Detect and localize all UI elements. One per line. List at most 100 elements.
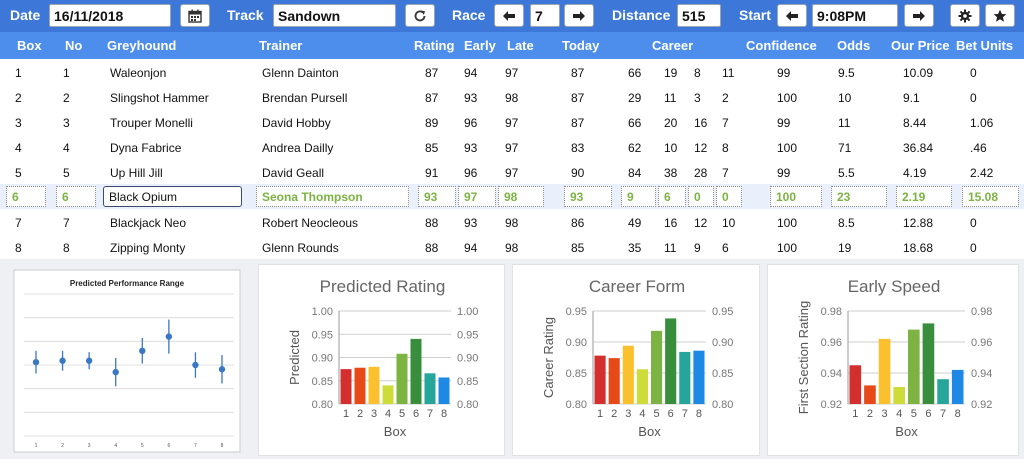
cell-career-starts[interactable]: 9 [621, 186, 656, 207]
cell-box[interactable]: 6 [6, 186, 46, 207]
cell-confidence[interactable]: 100 [770, 186, 822, 207]
cell-today: 87 [571, 66, 585, 80]
cell-our-price[interactable]: 2.19 [896, 186, 952, 207]
cell-odds[interactable]: 23 [831, 186, 887, 207]
col-header-rating[interactable]: Rating [414, 38, 455, 53]
cell-career-thirds: 6 [722, 241, 729, 255]
x-axis-title: Box [895, 424, 918, 439]
col-header-early[interactable]: Early [464, 38, 496, 53]
y-tick-label-left: 0.95 [566, 306, 587, 318]
cell-bet-units[interactable]: 15.08 [962, 186, 1019, 207]
cell-greyhound: Waleonjon [110, 66, 167, 80]
date-label: Date [10, 7, 41, 23]
cell-trainer: Glenn Rounds [262, 241, 339, 255]
refresh-button[interactable] [405, 4, 435, 27]
col-header-no[interactable]: No [65, 38, 83, 53]
cell-trainer: David Hobby [262, 116, 331, 130]
cell-greyhound: Blackjack Neo [110, 216, 187, 230]
col-header-our-price[interactable]: Our Price [891, 38, 950, 53]
date-input[interactable]: 16/11/2018 [49, 4, 171, 27]
settings-button[interactable] [950, 4, 980, 27]
data-point [192, 361, 199, 369]
x-tick-label: 1 [597, 408, 603, 420]
cell-greyhound-editor[interactable]: Black Opium [103, 186, 242, 207]
race-prev-button[interactable] [494, 4, 524, 27]
calendar-button[interactable] [180, 4, 210, 27]
distance-input[interactable]: 515 [677, 4, 721, 27]
cell-career-thirds[interactable]: 0 [716, 186, 742, 207]
bar [864, 385, 876, 404]
arrow-right-icon [573, 10, 585, 21]
track-input[interactable]: Sandown [273, 4, 396, 27]
favourite-button[interactable] [985, 4, 1015, 27]
table-row[interactable]: 5 5 Up Hill Jill David Geall 91 96 97 90… [0, 159, 1024, 184]
x-tick-label: 4 [896, 408, 902, 420]
x-tick-label: 5 [654, 408, 660, 420]
cell-box: 7 [15, 216, 22, 230]
table-row[interactable]: 3 3 Trouper Monelli David Hobby 89 96 97… [0, 109, 1024, 134]
cell-today[interactable]: 93 [564, 186, 612, 207]
start-input[interactable]: 9:08PM [812, 4, 898, 27]
cell-rating[interactable]: 93 [418, 186, 456, 207]
race-next-button[interactable] [564, 4, 594, 27]
bar [908, 329, 920, 404]
table-row-selected[interactable]: 6 6 Black Opium Seona Thompson 93 97 98 … [0, 184, 1024, 209]
col-header-odds[interactable]: Odds [837, 38, 871, 53]
col-header-greyhound[interactable]: Greyhound [107, 38, 177, 53]
col-header-bet-units[interactable]: Bet Units [956, 38, 1014, 53]
cell-odds: 19 [838, 241, 852, 255]
y-tick-label-left: 0.90 [566, 337, 587, 349]
x-tick-label: 8 [221, 443, 224, 449]
career-form-panel: Career Form 0.80 0.80 0.85 0.85 0.90 0.90 0.95 0… [512, 264, 760, 456]
col-header-late[interactable]: Late [507, 38, 534, 53]
x-tick-label: 6 [668, 408, 674, 420]
cell-trainer[interactable]: Seona Thompson [256, 186, 409, 207]
cell-career-starts: 49 [628, 216, 642, 230]
x-tick-label: 4 [639, 408, 645, 420]
data-point [218, 366, 226, 373]
y-tick-label-left: 0.85 [312, 376, 333, 388]
col-header-box[interactable]: Box [17, 38, 42, 53]
cell-bet-units: 1.06 [970, 116, 994, 130]
cell-bet-units: 0 [970, 91, 977, 105]
performance-range-chart: Predicted Performance Range 1 2 3 4 5 6 7 8 [13, 269, 241, 453]
bar [340, 369, 352, 404]
table-row[interactable]: 1 1 Waleonjon Glenn Dainton 87 94 97 87 … [0, 59, 1024, 84]
cell-career-seconds: 9 [694, 241, 701, 255]
col-header-career[interactable]: Career [652, 38, 694, 53]
table-row[interactable]: 4 4 Dyna Fabrice Andrea Dailly 85 93 97 … [0, 134, 1024, 159]
chart-title: Predicted Rating [320, 277, 446, 296]
table-row[interactable]: 7 7 Blackjack Neo Robert Neocleous 88 93… [0, 209, 1024, 234]
col-header-confidence[interactable]: Confidence [746, 38, 817, 53]
cell-late[interactable]: 98 [498, 186, 544, 207]
x-tick-label: 7 [682, 408, 688, 420]
cell-today: 86 [571, 216, 585, 230]
cell-greyhound: Trouper Monelli [110, 116, 193, 130]
table-row[interactable]: 8 8 Zipping Monty Glenn Rounds 88 94 98 … [0, 234, 1024, 259]
cell-odds: 10 [838, 91, 852, 105]
start-prev-button[interactable] [777, 4, 807, 27]
cell-early: 93 [464, 141, 478, 155]
table-row[interactable]: 2 2 Slingshot Hammer Brendan Pursell 87 … [0, 84, 1024, 109]
start-next-button[interactable] [904, 4, 934, 27]
cell-career-starts: 62 [628, 141, 642, 155]
cell-career-thirds: 7 [722, 166, 729, 180]
x-tick-label: 8 [696, 408, 702, 420]
bar [368, 366, 380, 404]
race-input[interactable]: 7 [530, 4, 560, 27]
cell-greyhound: Up Hill Jill [110, 166, 163, 180]
cell-early: 94 [464, 66, 478, 80]
cell-early[interactable]: 97 [458, 186, 496, 207]
cell-greyhound: Zipping Monty [110, 241, 186, 255]
y-tick-label-left: 1.00 [312, 306, 333, 318]
x-tick-label: 1 [343, 408, 349, 420]
cell-career-wins[interactable]: 6 [658, 186, 686, 207]
cell-no[interactable]: 6 [56, 186, 96, 207]
cell-career-wins: 20 [664, 116, 678, 130]
bar [622, 345, 634, 404]
y-tick-label-right: 0.80 [457, 399, 478, 411]
cell-confidence: 99 [777, 166, 791, 180]
cell-career-seconds[interactable]: 0 [688, 186, 714, 207]
col-header-today[interactable]: Today [562, 38, 600, 53]
col-header-trainer[interactable]: Trainer [259, 38, 303, 53]
